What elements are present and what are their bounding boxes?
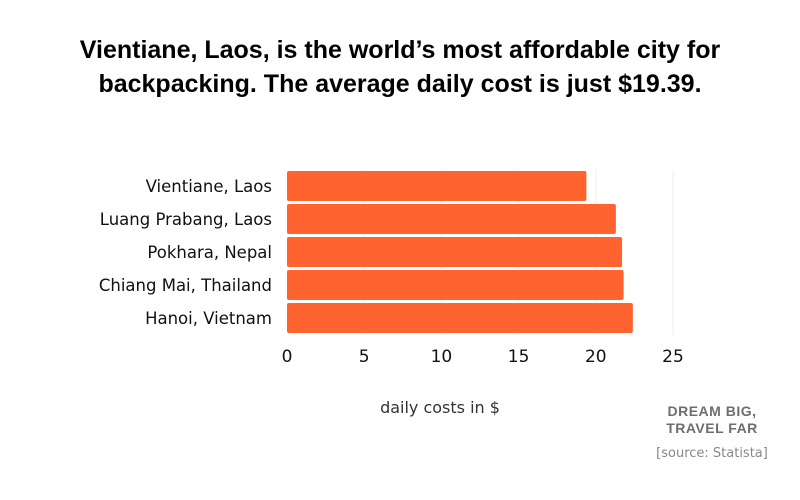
x-tick-label: 10: [431, 347, 453, 367]
bar: [287, 303, 633, 333]
x-tick-label: 25: [662, 347, 684, 367]
source-note: [source: Statista]: [656, 446, 768, 461]
category-label: Pokhara, Nepal: [147, 243, 272, 262]
brand-logo: DREAM BIG, TRAVEL FAR: [648, 403, 776, 437]
brand-line-2: TRAVEL FAR: [666, 420, 758, 436]
bar: [287, 204, 616, 234]
x-tick-label: 5: [359, 347, 370, 367]
category-label: Luang Prabang, Laos: [100, 210, 272, 229]
x-tick-label: 15: [508, 347, 530, 367]
bar: [287, 237, 623, 267]
chart-title: Vientiane, Laos, is the world’s most aff…: [79, 36, 721, 98]
category-label: Hanoi, Vietnam: [145, 309, 272, 328]
category-label: Chiang Mai, Thailand: [99, 276, 272, 295]
x-tick-label: 20: [585, 347, 607, 367]
brand-line-1: DREAM BIG,: [667, 403, 757, 419]
category-label: Vientiane, Laos: [146, 177, 272, 196]
x-tick-label: 0: [282, 347, 293, 367]
x-axis-label: daily costs in $: [380, 398, 500, 417]
bar: [287, 270, 624, 300]
bar: [287, 171, 587, 201]
